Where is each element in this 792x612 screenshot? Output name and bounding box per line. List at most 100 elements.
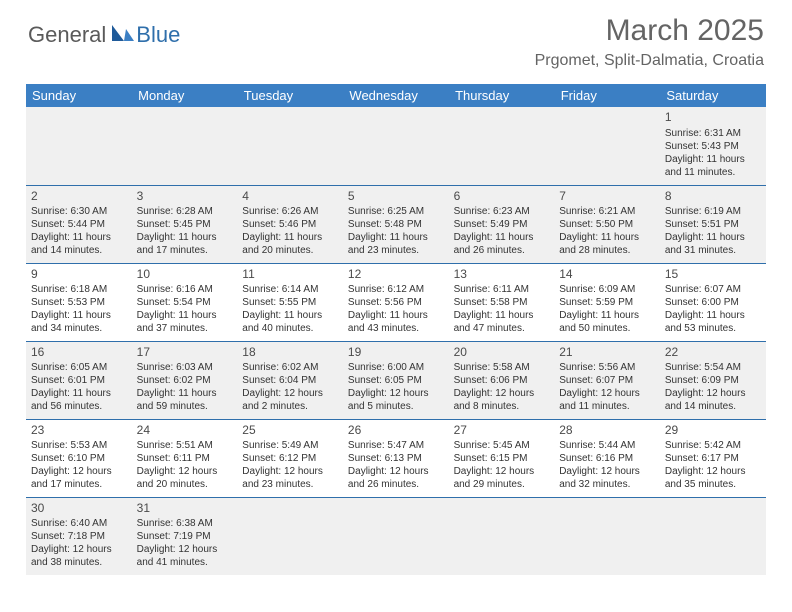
day-detail-line: Daylight: 12 hours [348,465,444,478]
day-detail-line: Daylight: 12 hours [137,465,233,478]
day-detail-line: and 47 minutes. [454,322,550,335]
day-header: Monday [132,84,238,107]
day-detail-line: and 20 minutes. [242,244,338,257]
empty-cell [554,107,660,185]
day-cell: 14Sunrise: 6:09 AMSunset: 5:59 PMDayligh… [554,263,660,341]
empty-cell [26,107,132,185]
day-detail-line: and 26 minutes. [348,478,444,491]
day-number: 21 [559,345,655,361]
day-detail-line: Sunset: 6:17 PM [665,452,761,465]
day-detail-line: Sunrise: 6:31 AM [665,127,761,140]
day-detail-line: Sunset: 6:09 PM [665,374,761,387]
day-detail-line: and 53 minutes. [665,322,761,335]
logo-sail-icon [110,23,134,48]
day-detail-line: Sunset: 6:06 PM [454,374,550,387]
day-detail-line: and 29 minutes. [454,478,550,491]
day-detail-line: Daylight: 12 hours [242,465,338,478]
day-number: 20 [454,345,550,361]
day-detail-line: Sunset: 5:45 PM [137,218,233,231]
day-number: 26 [348,423,444,439]
day-detail-line: Sunset: 6:13 PM [348,452,444,465]
day-detail-line: Daylight: 11 hours [665,231,761,244]
day-cell: 13Sunrise: 6:11 AMSunset: 5:58 PMDayligh… [449,263,555,341]
day-cell: 9Sunrise: 6:18 AMSunset: 5:53 PMDaylight… [26,263,132,341]
day-cell: 26Sunrise: 5:47 AMSunset: 6:13 PMDayligh… [343,419,449,497]
day-number: 6 [454,189,550,205]
day-cell: 29Sunrise: 5:42 AMSunset: 6:17 PMDayligh… [660,419,766,497]
day-header: Thursday [449,84,555,107]
day-number: 12 [348,267,444,283]
day-detail-line: and 17 minutes. [137,244,233,257]
day-detail-line: and 20 minutes. [137,478,233,491]
day-detail-line: Sunset: 5:48 PM [348,218,444,231]
day-detail-line: Daylight: 12 hours [454,465,550,478]
day-number: 8 [665,189,761,205]
day-number: 10 [137,267,233,283]
day-detail-line: Sunrise: 6:05 AM [31,361,127,374]
day-header: Friday [554,84,660,107]
day-detail-line: Daylight: 12 hours [31,465,127,478]
day-cell: 21Sunrise: 5:56 AMSunset: 6:07 PMDayligh… [554,341,660,419]
day-detail-line: Sunset: 6:01 PM [31,374,127,387]
day-detail-line: and 34 minutes. [31,322,127,335]
calendar-week-row: 9Sunrise: 6:18 AMSunset: 5:53 PMDaylight… [26,263,766,341]
day-detail-line: Sunset: 7:18 PM [31,530,127,543]
day-detail-line: Sunrise: 6:11 AM [454,283,550,296]
calendar-week-row: 30Sunrise: 6:40 AMSunset: 7:18 PMDayligh… [26,497,766,575]
day-detail-line: Sunrise: 5:47 AM [348,439,444,452]
day-number: 19 [348,345,444,361]
day-detail-line: Daylight: 11 hours [348,231,444,244]
day-detail-line: Sunset: 6:16 PM [559,452,655,465]
day-detail-line: and 38 minutes. [31,556,127,569]
day-number: 15 [665,267,761,283]
day-cell: 20Sunrise: 5:58 AMSunset: 6:06 PMDayligh… [449,341,555,419]
logo: General Blue [28,22,180,48]
day-detail-line: Daylight: 11 hours [559,309,655,322]
day-detail-line: Sunset: 6:15 PM [454,452,550,465]
day-detail-line: Sunrise: 6:16 AM [137,283,233,296]
day-number: 11 [242,267,338,283]
page-header: General Blue March 2025 Prgomet, Split-D… [0,0,792,76]
day-cell: 8Sunrise: 6:19 AMSunset: 5:51 PMDaylight… [660,185,766,263]
day-detail-line: Daylight: 11 hours [242,309,338,322]
day-number: 18 [242,345,338,361]
empty-cell [237,107,343,185]
day-detail-line: Sunset: 6:04 PM [242,374,338,387]
day-detail-line: Sunset: 5:55 PM [242,296,338,309]
day-detail-line: and 8 minutes. [454,400,550,413]
calendar-week-row: 1Sunrise: 6:31 AMSunset: 5:43 PMDaylight… [26,107,766,185]
day-detail-line: Sunset: 5:49 PM [454,218,550,231]
day-header: Tuesday [237,84,343,107]
day-detail-line: Daylight: 11 hours [31,387,127,400]
empty-cell [554,497,660,575]
day-detail-line: and 5 minutes. [348,400,444,413]
day-cell: 5Sunrise: 6:25 AMSunset: 5:48 PMDaylight… [343,185,449,263]
calendar-header-row: SundayMondayTuesdayWednesdayThursdayFrid… [26,84,766,107]
day-detail-line: Sunset: 5:54 PM [137,296,233,309]
day-detail-line: Daylight: 11 hours [454,309,550,322]
day-number: 16 [31,345,127,361]
day-cell: 24Sunrise: 5:51 AMSunset: 6:11 PMDayligh… [132,419,238,497]
day-cell: 18Sunrise: 6:02 AMSunset: 6:04 PMDayligh… [237,341,343,419]
day-detail-line: Sunrise: 6:38 AM [137,517,233,530]
day-detail-line: and 28 minutes. [559,244,655,257]
day-detail-line: Sunset: 5:46 PM [242,218,338,231]
day-cell: 25Sunrise: 5:49 AMSunset: 6:12 PMDayligh… [237,419,343,497]
day-cell: 27Sunrise: 5:45 AMSunset: 6:15 PMDayligh… [449,419,555,497]
calendar-week-row: 23Sunrise: 5:53 AMSunset: 6:10 PMDayligh… [26,419,766,497]
day-detail-line: Sunrise: 6:21 AM [559,205,655,218]
day-cell: 12Sunrise: 6:12 AMSunset: 5:56 PMDayligh… [343,263,449,341]
day-number: 1 [665,110,761,126]
empty-cell [660,497,766,575]
day-detail-line: and 37 minutes. [137,322,233,335]
day-cell: 22Sunrise: 5:54 AMSunset: 6:09 PMDayligh… [660,341,766,419]
day-detail-line: Sunrise: 5:56 AM [559,361,655,374]
empty-cell [132,107,238,185]
day-detail-line: Daylight: 11 hours [665,153,761,166]
day-detail-line: Sunset: 5:53 PM [31,296,127,309]
month-title: March 2025 [535,14,764,48]
day-header: Saturday [660,84,766,107]
day-number: 14 [559,267,655,283]
day-cell: 4Sunrise: 6:26 AMSunset: 5:46 PMDaylight… [237,185,343,263]
empty-cell [449,107,555,185]
